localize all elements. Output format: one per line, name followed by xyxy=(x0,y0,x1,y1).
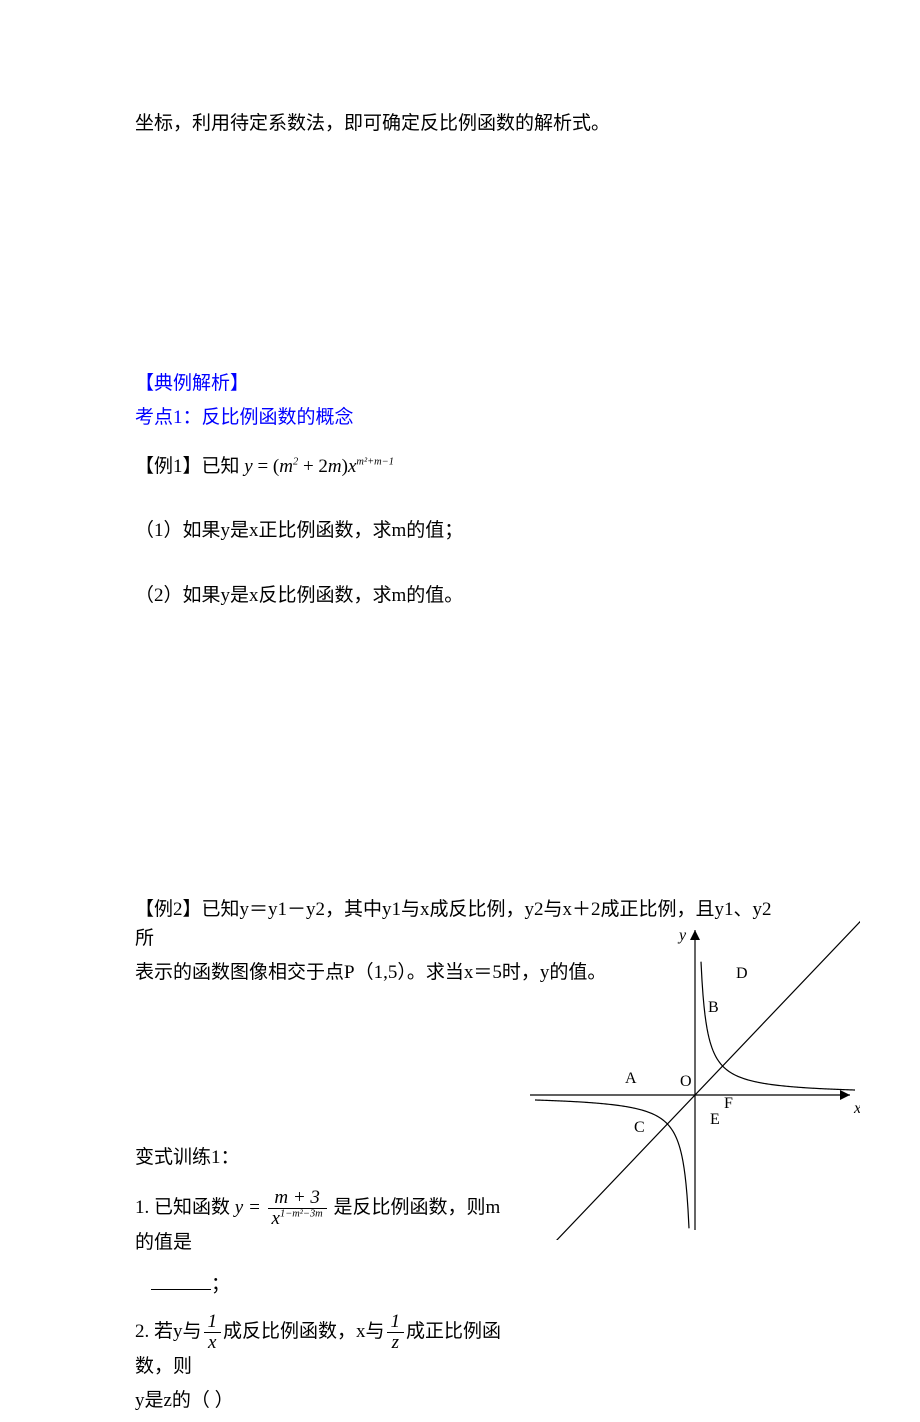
intro-text: 坐标，利用待定系数法，即可确定反比例函数的解析式。 xyxy=(135,110,785,139)
variant-q1-prefix: 1. 已知函数 xyxy=(135,1197,235,1218)
svg-text:O: O xyxy=(680,1073,692,1090)
svg-text:y: y xyxy=(677,927,687,944)
variant-q1-blank: ； xyxy=(135,1271,505,1300)
svg-text:A: A xyxy=(625,1070,637,1087)
graph-figure: x y A B C D EF O xyxy=(520,920,860,1240)
ex1-prefix: 【例1】已知 xyxy=(135,456,244,477)
variant-q2-frac1: 1x xyxy=(204,1312,222,1353)
svg-text:x: x xyxy=(853,1100,860,1117)
variant-q1: 1. 已知函数 y = m + 3x1−m²−3m 是反比例函数，则m的值是 xyxy=(135,1188,505,1257)
example1-statement: 【例1】已知 y = (m2 + 2m)xm²+m−1 xyxy=(135,453,785,482)
variant-q2-mid: 成反比例函数，x与 xyxy=(223,1321,385,1342)
variant-q2: 2. 若y与1x成反比例函数，x与1z成正比例函数，则 xyxy=(135,1312,505,1381)
topic1-header: 考点1：反比例函数的概念 xyxy=(135,404,785,433)
ex1-q2: （2）如果y是x反比例函数，求m的值。 xyxy=(135,582,785,611)
svg-text:B: B xyxy=(708,999,719,1016)
variant-q1-formula: y = m + 3x1−m²−3m xyxy=(235,1197,329,1218)
variant-q2-prefix: 2. 若y与 xyxy=(135,1321,202,1342)
svg-text:E: E xyxy=(710,1111,720,1128)
svg-text:F: F xyxy=(724,1095,733,1112)
variant-title: 变式训练1： xyxy=(135,1144,505,1173)
svg-text:C: C xyxy=(634,1119,645,1136)
examples-header: 【典例解析】 xyxy=(135,370,785,399)
variant-q2-line2: y是z的（ ） xyxy=(135,1387,505,1416)
ex1-formula: y = (m2 + 2m)xm²+m−1 xyxy=(244,456,394,477)
graph-svg: x y A B C D EF O xyxy=(520,920,860,1240)
variant-q2-frac2: 1z xyxy=(387,1312,405,1353)
svg-text:D: D xyxy=(736,965,748,982)
ex1-q1: （1）如果y是x正比例函数，求m的值； xyxy=(135,517,785,546)
